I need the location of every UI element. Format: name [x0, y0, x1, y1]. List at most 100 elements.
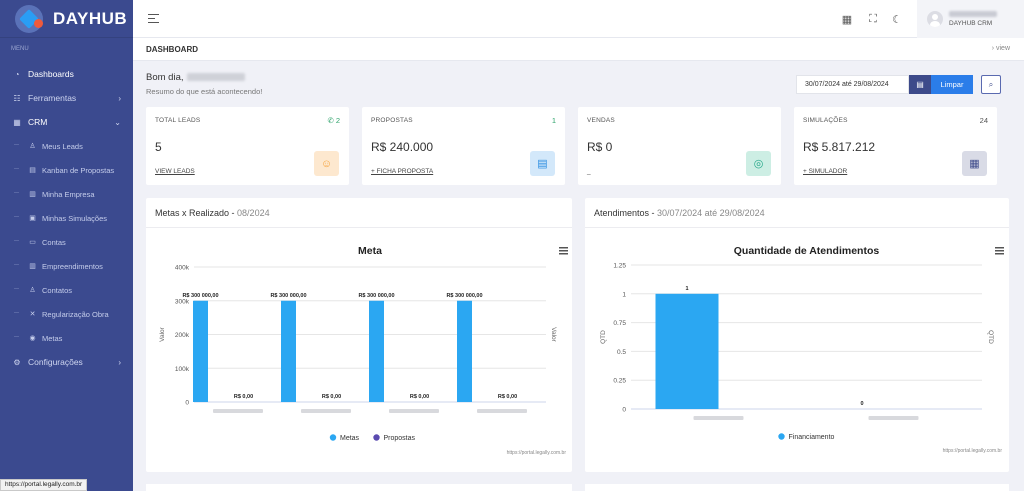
x-category-label-blurred	[693, 416, 744, 420]
clear-button[interactable]: Limpar	[931, 75, 973, 94]
data-label: R$ 300 000,00	[446, 293, 482, 299]
sidebar-item-label: CRM	[28, 117, 48, 127]
view-leads-link[interactable]: VIEW LEADS	[155, 168, 195, 175]
legend-item: Financiamento	[789, 434, 835, 441]
y-tick-label: 1.25	[613, 263, 626, 270]
sidebar-item-ferramentas[interactable]: ☷ Ferramentas ›	[0, 86, 133, 110]
gauge-icon: ◔	[14, 69, 20, 79]
user-name-blurred	[949, 11, 997, 17]
y-axis-label-right: Valor	[550, 327, 557, 343]
data-label: R$ 0,00	[498, 394, 517, 400]
sidebar-item-metas[interactable]: — ◉ Metas	[14, 333, 63, 343]
greeting-subtitle: Resumo do que está acontecendo!	[146, 87, 263, 96]
document-icon: ▤	[530, 151, 555, 176]
brand[interactable]: DAYHUB	[0, 0, 133, 38]
sidebar-item-kanban[interactable]: — ▤ Kanban de Propostas	[14, 165, 115, 175]
data-label: R$ 0,00	[410, 394, 429, 400]
kanban-icon: ▤	[29, 167, 36, 174]
atendimentos-chart: Quantidade de Atendimentos 0 0.25 0.5 0.75 1 1…	[600, 245, 1004, 454]
card-value: R$ 0	[587, 140, 613, 154]
card-count: ✆ 2	[327, 116, 340, 125]
wallet-icon: ▭	[29, 239, 36, 246]
y-axis-label: QTD	[600, 330, 607, 344]
card-label: TOTAL LEADS	[155, 117, 201, 124]
y-tick-label: 1	[622, 291, 626, 298]
phone-icon: ✆	[327, 116, 336, 125]
x-category-label-blurred	[213, 409, 263, 413]
tools-icon: ☷	[13, 93, 21, 103]
data-label: R$ 300 000,00	[358, 293, 394, 299]
sidebar-item-label: Contatos	[42, 285, 73, 295]
bar	[457, 300, 472, 402]
sidebar-item-contatos[interactable]: — ♙ Contatos	[14, 285, 73, 295]
chevron-down-icon: ⌄	[114, 117, 121, 127]
chart-menu-icon	[559, 247, 568, 249]
x-category-label-blurred	[477, 409, 527, 413]
sidebar-item-regularizacao-obra[interactable]: — ✕ Regularização Obra	[14, 309, 109, 319]
menu-title: MENU	[11, 46, 29, 52]
legend-marker	[778, 433, 785, 440]
apps-grid-icon[interactable]: ▦	[841, 13, 853, 26]
calculator-icon: ▦	[962, 151, 987, 176]
data-label: R$ 300 000,00	[182, 293, 218, 299]
y-tick-label: 200k	[175, 332, 190, 339]
chevron-right-icon: ›	[118, 357, 121, 367]
card-value: R$ 5.817.212	[803, 140, 876, 154]
sidebar-item-crm[interactable]: ▦ CRM ⌄	[0, 110, 133, 134]
bar	[281, 300, 296, 402]
brand-logo-icon	[14, 4, 48, 34]
user-menu[interactable]: DAYHUB CRM	[917, 0, 1024, 38]
fullscreen-icon[interactable]: ⛶	[869, 12, 877, 25]
breadcrumb[interactable]: › view	[991, 45, 1010, 52]
sidebar-item-label: Empreendimentos	[42, 261, 103, 271]
metas-chart: Meta 0 100k 200k 300k 400k Valor Valor R$ 300 00…	[159, 245, 568, 456]
sidebar-item-dashboards[interactable]: ◔ Dashboards	[0, 62, 133, 86]
x-category-label-blurred	[868, 416, 919, 420]
sidebar-item-configuracoes[interactable]: ⚙ Configurações ›	[0, 350, 133, 374]
x-category-label-blurred	[389, 409, 439, 413]
y-tick-label: 0.75	[613, 320, 626, 327]
y-axis-label: Valor	[159, 326, 166, 342]
card-link: _	[587, 168, 591, 175]
simulador-link[interactable]: + SIMULADOR	[803, 168, 848, 175]
date-range-input[interactable]: 30/07/2024 até 29/08/2024	[796, 75, 909, 94]
legend-item: Metas	[340, 435, 360, 442]
y-tick-label: 400k	[175, 265, 190, 272]
chart-title: Meta	[358, 245, 382, 257]
panel-title-text: Atendimentos	[594, 208, 650, 218]
user-icon: ♙	[29, 143, 36, 150]
y-axis-label-right: QTD	[987, 330, 994, 344]
chart-menu-icon	[995, 250, 1004, 252]
sidebar-item-meus-leads[interactable]: — ♙ Meus Leads	[14, 141, 83, 151]
sidebar-item-label: Kanban de Propostas	[42, 165, 115, 175]
ficha-proposta-link[interactable]: + FICHA PROPOSTA	[371, 168, 434, 175]
sidebar-item-label: Metas	[42, 333, 63, 343]
chart-menu-icon	[995, 247, 1004, 249]
greeting-name-blurred	[186, 73, 245, 82]
tools-icon: ✕	[29, 311, 36, 318]
sidebar-item-minha-empresa[interactable]: — ▥ Minha Empresa	[14, 189, 95, 199]
gear-icon: ⚙	[13, 357, 21, 367]
card-label: VENDAS	[587, 117, 615, 124]
page-header: DASHBOARD › view	[133, 38, 1024, 61]
legend-item: Propostas	[384, 435, 416, 442]
sidebar-item-empreendimentos[interactable]: — ▥ Empreendimentos	[14, 261, 103, 271]
chart-credit: https://portal.legally.com.br	[943, 448, 1003, 454]
data-label: R$ 0,00	[322, 394, 341, 400]
search-icon[interactable]: ⌕	[981, 75, 1001, 94]
data-label: R$ 300 000,00	[270, 293, 306, 299]
dark-mode-moon-icon[interactable]: ☾	[892, 13, 902, 26]
topbar: ▦ ⛶ ☾ DAYHUB CRM	[133, 0, 1024, 38]
stat-card-vendas: VENDAS R$ 0 _ ◎	[578, 107, 781, 185]
sidebar-item-contas[interactable]: — ▭ Contas	[14, 237, 66, 247]
menu-toggle-icon[interactable]	[148, 14, 159, 25]
y-tick-label: 0	[622, 407, 626, 414]
y-tick-label: 0.25	[613, 378, 626, 385]
chevron-right-icon: ›	[118, 93, 121, 103]
greeting: Bom dia,	[146, 72, 245, 83]
sidebar-item-minhas-simulacoes[interactable]: — ▣ Minhas Simulações	[14, 213, 108, 223]
handshake-icon: ◎	[746, 151, 771, 176]
grid-icon: ▦	[13, 117, 21, 127]
stat-card-simulacoes: SIMULAÇÕES 24 R$ 5.817.212 + SIMULADOR ▦	[794, 107, 997, 185]
calendar-icon[interactable]: ▤	[909, 75, 931, 94]
